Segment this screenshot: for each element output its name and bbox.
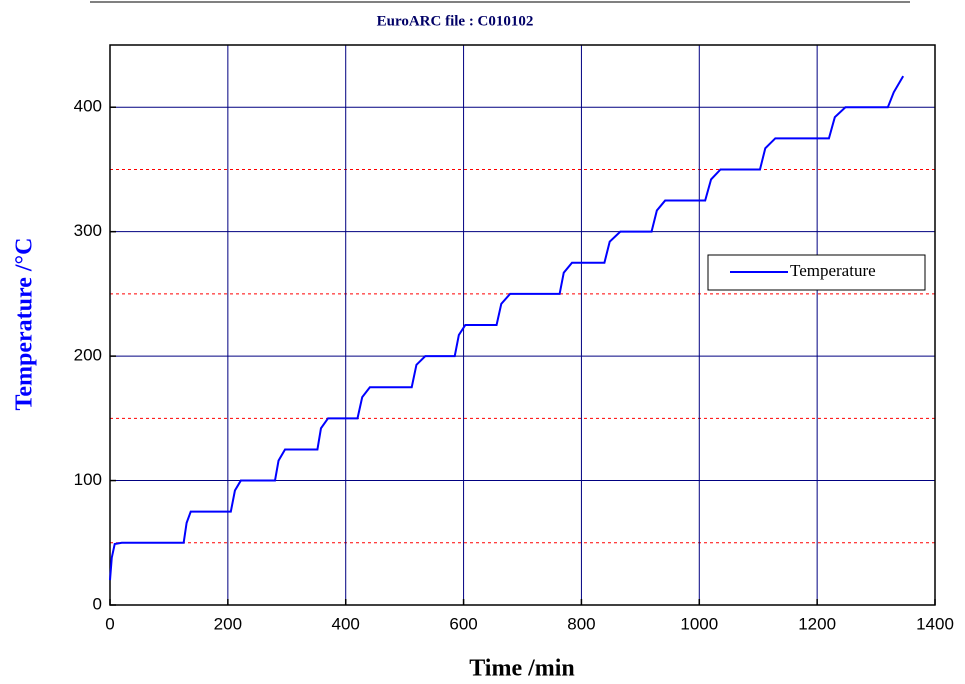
x-tick-label: 400 — [332, 614, 360, 633]
y-tick-label: 400 — [74, 97, 102, 116]
y-tick-label: 100 — [74, 470, 102, 489]
x-tick-label: 1400 — [916, 614, 954, 633]
y-axis-label: Temperature /°C — [12, 238, 38, 411]
x-tick-label: 0 — [105, 614, 114, 633]
plot-frame — [109, 44, 936, 606]
y-tick-label: 300 — [74, 221, 102, 240]
chart-title: EuroARC file : C010102 — [377, 13, 534, 29]
x-tick-label: 1200 — [798, 614, 836, 633]
data-line — [109, 75, 905, 581]
x-tick-label: 200 — [214, 614, 242, 633]
x-tick-label: 600 — [449, 614, 477, 633]
y-tick-label: 0 — [93, 594, 102, 613]
legend-label: Temperature — [790, 261, 876, 280]
y-tick-label: 200 — [74, 346, 102, 365]
x-tick-label: 1000 — [680, 614, 718, 633]
x-axis-label: Time /min — [469, 656, 575, 682]
x-tick-label: 800 — [567, 614, 595, 633]
